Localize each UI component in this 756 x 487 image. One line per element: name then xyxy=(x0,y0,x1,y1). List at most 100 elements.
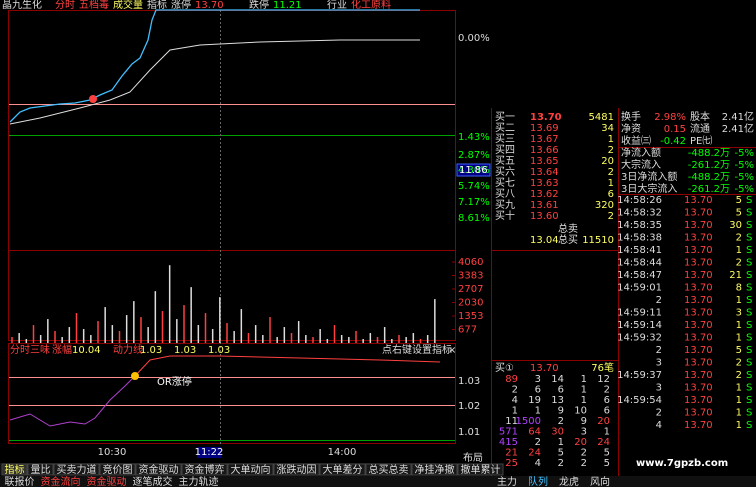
price-box-label: 11.86 xyxy=(459,165,488,176)
tab[interactable] xyxy=(227,463,274,476)
pct-label: 2.87% xyxy=(458,150,490,161)
order-price: 13.64 xyxy=(530,167,559,178)
queue-label: 买① xyxy=(495,362,514,374)
tab[interactable] xyxy=(27,463,54,476)
queue-cell: 1 xyxy=(581,395,587,406)
tab-label[interactable]: 资金驱动 xyxy=(139,463,179,476)
tick-price: 13.70 xyxy=(684,308,713,319)
volume-tick-label: 2707 xyxy=(458,284,483,295)
tick-price: 13.70 xyxy=(684,395,713,406)
tab[interactable] xyxy=(1,463,28,476)
tab-label[interactable]: 量比 xyxy=(31,464,51,476)
tab-label[interactable]: 净挂净撤 xyxy=(415,463,455,476)
side-tab[interactable]: 队列 xyxy=(528,475,548,487)
flow-pct: -5% xyxy=(735,172,754,183)
order-label: 买二 xyxy=(495,122,515,134)
side-tab[interactable]: 风向 xyxy=(590,475,610,487)
tick-price: 13.70 xyxy=(684,383,713,394)
order-price: 13.61 xyxy=(530,200,559,211)
tab-label[interactable]: 买卖力道 xyxy=(57,463,97,476)
order-volume: 2 xyxy=(608,167,614,178)
avg-line xyxy=(9,39,420,125)
tab-bar-2 xyxy=(0,476,756,487)
tab[interactable] xyxy=(135,463,182,476)
tick-time: 14:59:37 xyxy=(617,370,662,381)
queue-cell: 14 xyxy=(551,374,564,385)
tick-time: 3 xyxy=(656,383,662,394)
tick-volume: 1 xyxy=(736,295,742,306)
side-tab[interactable]: 主力 xyxy=(497,475,517,487)
flow-label: 3日净流入额 xyxy=(621,170,677,183)
tab-label[interactable]: 大单动向 xyxy=(231,463,271,476)
tab-label[interactable]: 逐笔成交 xyxy=(133,475,173,487)
queue-cell: 13 xyxy=(551,395,564,406)
tab[interactable] xyxy=(273,463,320,476)
total-buy-label: 总买 xyxy=(558,233,578,246)
queue-cell: 6 xyxy=(535,385,541,396)
tab-label[interactable]: 联报价 xyxy=(5,475,35,487)
tab-label[interactable]: 大单差分 xyxy=(323,463,363,476)
flow-pct: -5% xyxy=(735,184,754,195)
indicator-item: 1.03 xyxy=(208,345,230,356)
tab-label[interactable]: 主力轨迹 xyxy=(179,475,219,487)
flow-value: -488.2万 xyxy=(688,172,730,183)
queue-cell: 21 xyxy=(505,448,518,459)
order-price: 13.66 xyxy=(530,145,559,156)
pct-label: 0.00% xyxy=(458,33,490,44)
header-item: 跌停 xyxy=(249,0,269,11)
tab[interactable] xyxy=(99,463,136,476)
tab[interactable] xyxy=(181,463,228,476)
flow-pct: -5% xyxy=(735,148,754,159)
tick-time: 14:58:26 xyxy=(617,195,662,206)
time-label: 14:00 xyxy=(328,447,357,458)
tab-label[interactable]: 资金博弈 xyxy=(185,463,225,476)
tab-label[interactable]: 撤单累计 xyxy=(461,463,501,476)
queue-cell: 11 xyxy=(505,416,518,427)
tab[interactable] xyxy=(365,463,412,476)
order-volume: 1 xyxy=(608,134,614,145)
queue-cell: 1 xyxy=(512,406,518,417)
queue-cell: 3 xyxy=(535,374,541,385)
price-box xyxy=(456,163,491,177)
tick-time: 2 xyxy=(656,295,662,306)
indicator-dot xyxy=(131,372,139,380)
tick-volume: 2 xyxy=(736,258,742,269)
tick-volume: 3 xyxy=(736,308,742,319)
tick-side: S xyxy=(746,220,752,231)
volume-tick-label: 4060 xyxy=(458,257,483,268)
time-label: 10:30 xyxy=(98,447,127,458)
indicator-label: 1.02 xyxy=(458,401,480,412)
volume-tick-label: 677 xyxy=(458,324,477,335)
tab[interactable] xyxy=(53,463,100,476)
tab-label[interactable]: 总买总卖 xyxy=(369,463,409,476)
layout-button[interactable]: 布局 xyxy=(463,452,483,464)
indicator-close[interactable]: × xyxy=(448,345,456,356)
stat-value: 2.41亿 xyxy=(722,122,754,135)
tab[interactable] xyxy=(457,463,504,476)
header-item: 指标 xyxy=(147,0,167,11)
total-sell-label: 总卖 xyxy=(558,222,578,235)
tab-label[interactable]: 涨跌动因 xyxy=(277,463,317,476)
queue-cell: 1 xyxy=(558,437,564,448)
queue-cell: 2 xyxy=(581,458,587,469)
side-tab[interactable]: 龙虎 xyxy=(559,475,579,487)
tick-volume: 1 xyxy=(736,333,742,344)
tick-volume: 21 xyxy=(729,270,742,281)
tick-time: 4 xyxy=(656,420,662,431)
tab-label[interactable]: 指标 xyxy=(5,463,25,476)
tab[interactable] xyxy=(411,463,458,476)
order-volume: 20 xyxy=(601,156,614,167)
tab-label[interactable]: 竞价图 xyxy=(103,463,133,476)
tab-label[interactable]: 资金流向 xyxy=(41,475,81,487)
tab-label[interactable]: 资金驱动 xyxy=(87,475,127,487)
flow-label: 净流入额 xyxy=(621,146,661,159)
tick-time: 14:58:38 xyxy=(617,233,662,244)
tab[interactable] xyxy=(319,463,366,476)
queue-cell: 6 xyxy=(604,395,610,406)
queue-cell: 2 xyxy=(512,385,518,396)
queue-cell: 10 xyxy=(574,406,587,417)
order-price: 13.65 xyxy=(530,156,559,167)
tick-side: S xyxy=(746,383,752,394)
queue-cell: 2 xyxy=(581,448,587,459)
